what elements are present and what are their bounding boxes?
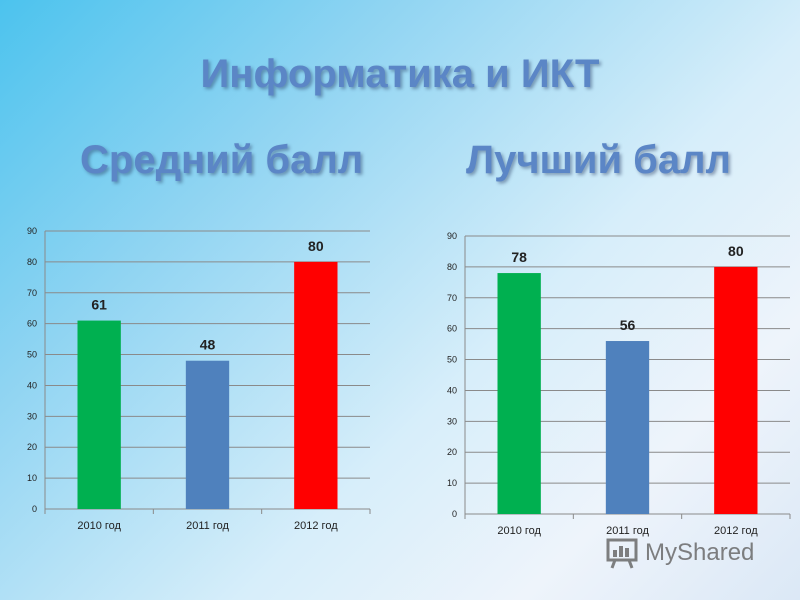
y-tick-label: 10 bbox=[27, 473, 37, 483]
x-tick-label: 2012 год bbox=[294, 520, 338, 532]
y-tick-label: 0 bbox=[452, 509, 457, 519]
chart-title-best: Лучший балл bbox=[466, 138, 731, 182]
x-tick-label: 2010 год bbox=[77, 520, 121, 532]
x-tick-label: 2011 год bbox=[606, 525, 649, 537]
y-tick-label: 90 bbox=[447, 231, 457, 241]
y-tick-label: 10 bbox=[447, 478, 457, 488]
y-tick-label: 20 bbox=[447, 447, 457, 457]
y-tick-label: 30 bbox=[447, 416, 457, 426]
x-tick-label: 2012 год bbox=[714, 525, 758, 537]
y-tick-label: 70 bbox=[27, 288, 37, 298]
data-label: 56 bbox=[620, 317, 636, 333]
y-tick-label: 80 bbox=[27, 257, 37, 267]
best-score-chart: 0 10 20 30 40 50 60 70 80 90 78 2010 год 56 2011 год 8… bbox=[447, 231, 791, 537]
watermark-text: MyShared bbox=[645, 539, 755, 566]
y-tick-label: 50 bbox=[27, 350, 37, 360]
watermark: MyShared bbox=[605, 536, 754, 570]
y-tick-label: 40 bbox=[447, 385, 457, 395]
y-tick-label: 20 bbox=[27, 442, 37, 452]
bar bbox=[294, 261, 338, 509]
data-label: 80 bbox=[308, 238, 324, 254]
y-tick-label: 80 bbox=[447, 262, 457, 272]
data-label: 61 bbox=[91, 297, 107, 313]
data-label: 80 bbox=[728, 243, 744, 259]
y-tick-label: 30 bbox=[27, 411, 37, 421]
data-label: 48 bbox=[200, 337, 216, 353]
x-tick-label: 2010 год bbox=[497, 525, 541, 537]
x-tick-label: 2011 год bbox=[186, 520, 229, 532]
y-tick-label: 50 bbox=[447, 355, 457, 365]
bar bbox=[497, 273, 541, 514]
bar bbox=[185, 360, 230, 509]
bar bbox=[714, 266, 758, 514]
bar bbox=[77, 320, 121, 509]
y-tick-label: 0 bbox=[32, 504, 37, 514]
page-title: Информатика и ИКТ bbox=[200, 52, 600, 96]
bar bbox=[605, 341, 650, 514]
average-score-chart: 0 10 20 30 40 50 60 70 80 90 61 2010 год 48 2011 год 8… bbox=[27, 226, 371, 532]
presentation-icon bbox=[606, 538, 638, 569]
y-tick-label: 60 bbox=[447, 324, 457, 334]
y-tick-label: 40 bbox=[27, 380, 37, 390]
y-tick-label: 90 bbox=[27, 226, 37, 236]
y-tick-label: 70 bbox=[447, 293, 457, 303]
data-label: 78 bbox=[511, 249, 527, 265]
y-tick-label: 60 bbox=[27, 319, 37, 329]
chart-title-average: Средний балл bbox=[80, 138, 364, 182]
